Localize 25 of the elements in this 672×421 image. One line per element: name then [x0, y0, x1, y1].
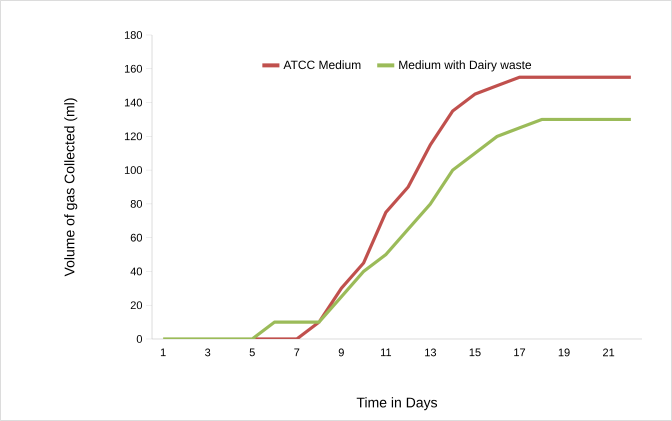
x-tick-label: 7 [294, 348, 300, 356]
x-tick-label: 17 [514, 348, 526, 356]
y-tick-label: 40 [130, 268, 142, 276]
x-tick-label: 5 [250, 348, 255, 356]
y-tick-label: 0 [136, 335, 142, 343]
x-tick-label: 11 [380, 348, 392, 356]
y-axis-title: Volume of gas Collected (ml) [64, 98, 78, 276]
y-tick-label: 180 [124, 31, 142, 39]
x-tick-label: 21 [603, 348, 614, 356]
x-tick-label: 19 [558, 348, 570, 356]
y-tick-label: 160 [124, 64, 142, 73]
x-tick-label: 9 [338, 348, 344, 356]
x-tick-label: 13 [425, 348, 436, 356]
legend-label: Medium with Dairy waste [399, 60, 532, 72]
y-tick-label: 20 [130, 301, 142, 310]
legend-label: ATCC Medium [283, 60, 360, 70]
y-tick-label: 80 [130, 200, 142, 208]
x-tick-label: 15 [470, 348, 481, 356]
x-tick-label: 1 [160, 348, 166, 356]
x-tick-label: 3 [205, 348, 210, 356]
y-tick-label: 60 [130, 234, 142, 242]
y-tick-label: 120 [124, 132, 142, 140]
y-tick-label: 140 [124, 98, 142, 106]
y-tick-label: 100 [124, 166, 142, 174]
x-axis-title: Time in Days [356, 397, 438, 410]
